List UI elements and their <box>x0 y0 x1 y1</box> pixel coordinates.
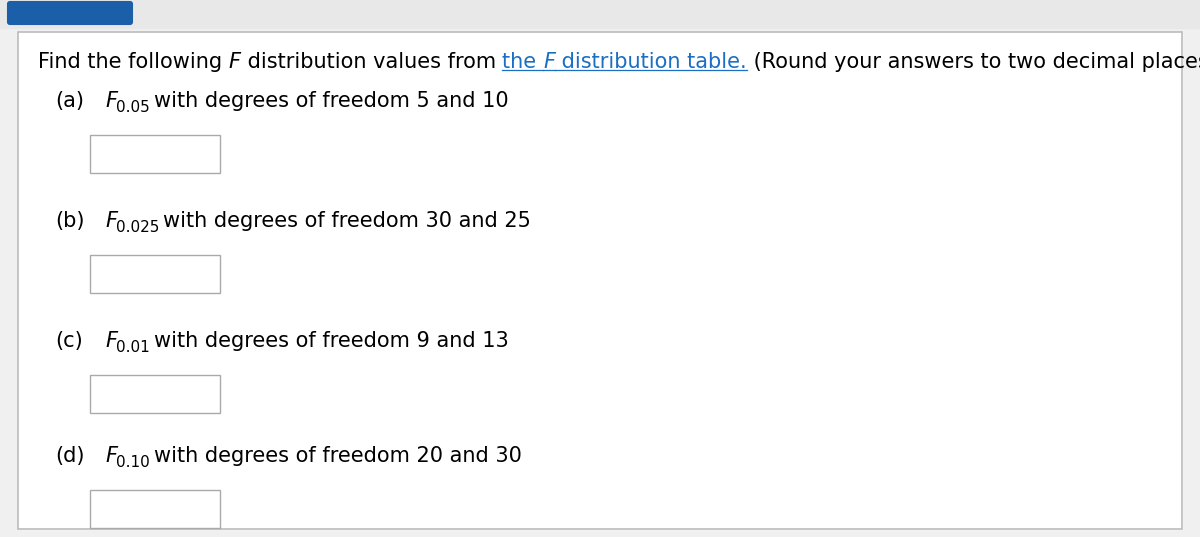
Text: with degrees of freedom 30 and 25: with degrees of freedom 30 and 25 <box>163 211 532 231</box>
Text: F: F <box>229 52 241 72</box>
Text: F: F <box>106 91 118 111</box>
Text: F: F <box>106 331 118 351</box>
Text: F: F <box>106 211 118 231</box>
Text: Find the following: Find the following <box>38 52 229 72</box>
Text: 0.01: 0.01 <box>116 340 150 355</box>
Text: (Round your answers to two decimal places.): (Round your answers to two decimal place… <box>746 52 1200 72</box>
Text: distribution table.: distribution table. <box>556 52 746 72</box>
Text: distribution values from: distribution values from <box>241 52 503 72</box>
Text: (b): (b) <box>55 211 84 231</box>
Bar <box>90 135 220 173</box>
Text: (a): (a) <box>55 91 84 111</box>
Bar <box>90 255 220 293</box>
Text: 0.025: 0.025 <box>116 220 160 235</box>
FancyBboxPatch shape <box>8 2 132 24</box>
Text: (c): (c) <box>55 331 83 351</box>
Text: with degrees of freedom 9 and 13: with degrees of freedom 9 and 13 <box>154 331 509 351</box>
Text: 0.10: 0.10 <box>116 455 150 470</box>
Text: with degrees of freedom 5 and 10: with degrees of freedom 5 and 10 <box>154 91 509 111</box>
Text: the: the <box>503 52 544 72</box>
Text: 0.05: 0.05 <box>116 100 150 115</box>
Text: (d): (d) <box>55 446 84 466</box>
Bar <box>90 375 220 413</box>
Text: F: F <box>106 446 118 466</box>
Bar <box>0 0 1200 28</box>
Bar <box>90 490 220 528</box>
Text: F: F <box>544 52 556 72</box>
Text: with degrees of freedom 20 and 30: with degrees of freedom 20 and 30 <box>154 446 522 466</box>
